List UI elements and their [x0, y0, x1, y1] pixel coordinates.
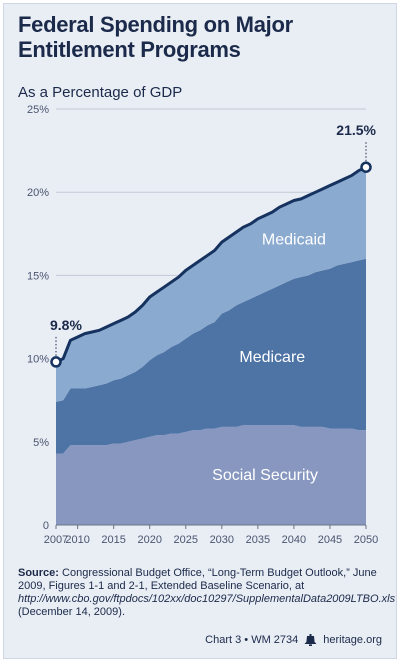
chart-title: Federal Spending on Major Entitlement Pr… [18, 12, 293, 62]
x-tick-label: 2010 [65, 534, 89, 546]
chart-card: Federal Spending on Major Entitlement Pr… [3, 3, 397, 659]
x-tick-label: 2030 [210, 534, 234, 546]
x-tick-label: 2020 [137, 534, 161, 546]
annotation-label: 9.8% [50, 317, 82, 333]
series-label-medicaid: Medicaid [262, 232, 326, 249]
area-medicaid [56, 167, 366, 402]
annotation-label: 21.5% [336, 122, 376, 138]
x-tick-label: 2025 [174, 534, 198, 546]
y-tick-label: 25% [27, 104, 49, 116]
y-tick-label: 15% [27, 270, 49, 282]
x-tick-label: 2035 [246, 534, 270, 546]
chart-id-label: Chart 3 • WM 2734 [205, 634, 299, 646]
series-label-social-security: Social Security [212, 467, 318, 484]
total-line [55, 165, 367, 364]
x-tick-label: 2015 [101, 534, 125, 546]
chart-subtitle: As a Percentage of GDP [18, 84, 183, 101]
source-text-2: (December 14, 2009). [18, 606, 125, 618]
y-tick-label: 20% [27, 187, 49, 199]
x-tick-label: 2007 [44, 534, 68, 546]
source-label: Source: [18, 567, 59, 579]
x-tick-label: 2050 [354, 534, 378, 546]
x-tick-label: 2045 [318, 534, 342, 546]
source-note: Source: Congressional Budget Office, “Lo… [18, 567, 395, 619]
source-url: http://www.cbo.gov/ftpdocs/102xx/doc1029… [18, 593, 396, 605]
liberty-bell-icon [304, 634, 317, 646]
series-label-medicare: Medicare [239, 349, 305, 366]
x-tick-label: 2040 [282, 534, 306, 546]
annotation-marker [50, 356, 62, 368]
area-social-security [56, 425, 366, 525]
source-text-1: Congressional Budget Office, “Long-Term … [18, 567, 377, 592]
y-tick-label: 10% [27, 354, 49, 366]
site-label: heritage.org [323, 634, 382, 646]
y-tick-label: 5% [33, 437, 49, 449]
area-medicare [56, 258, 366, 454]
annotation-marker [360, 161, 372, 173]
footer: Chart 3 • WM 2734 heritage.org [205, 634, 382, 646]
y-tick-label: 0 [43, 520, 49, 532]
